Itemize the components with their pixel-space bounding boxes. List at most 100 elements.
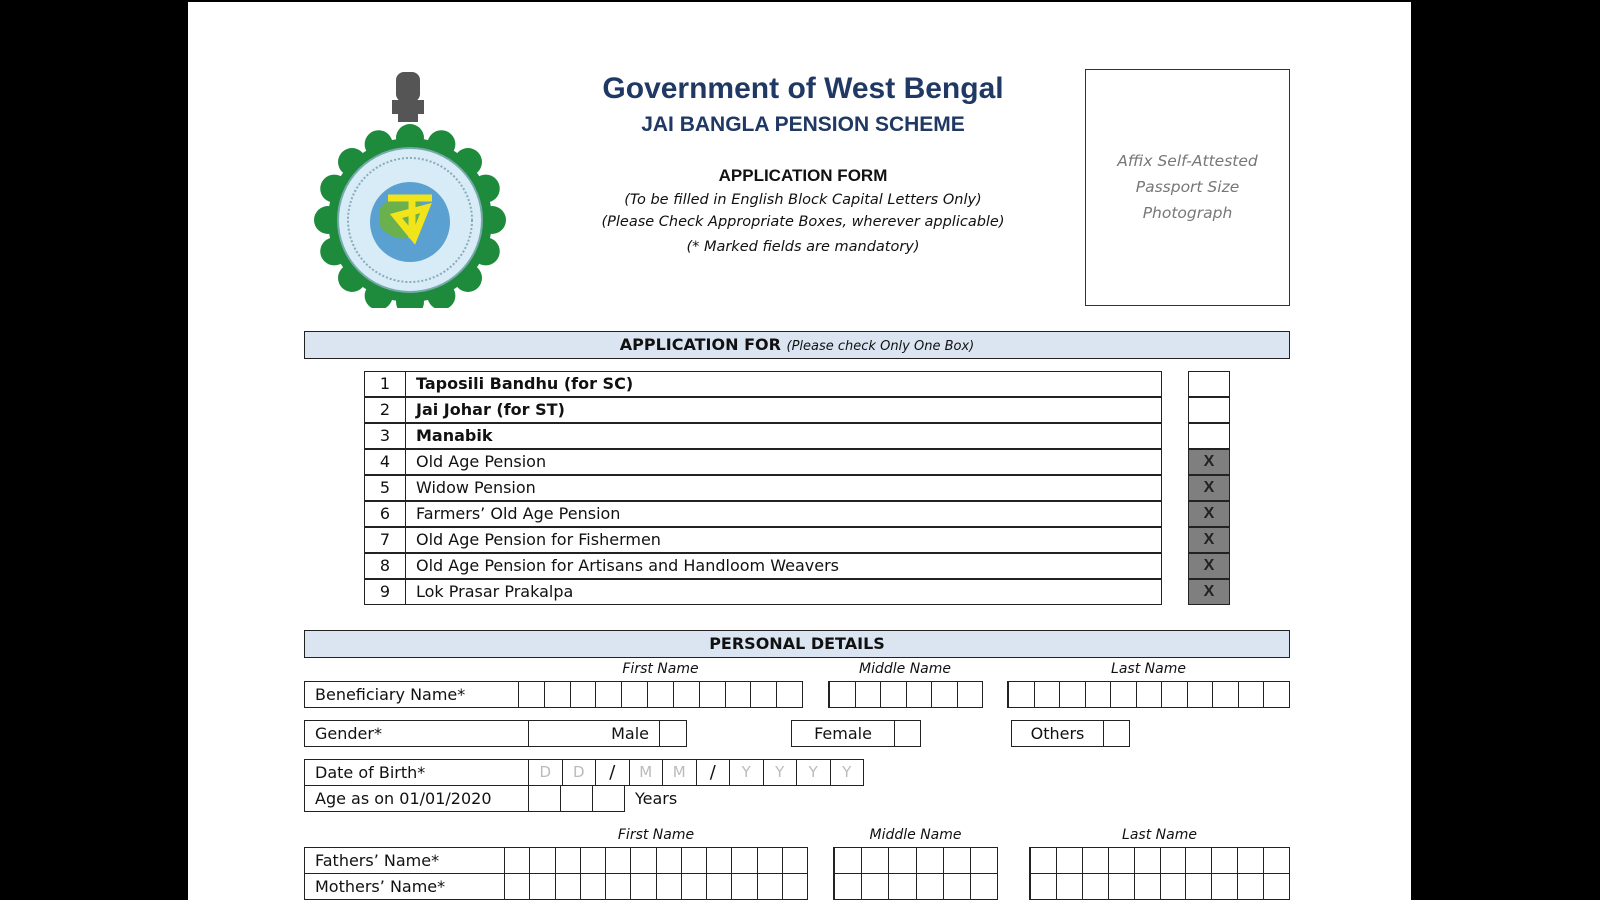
char-cell[interactable] [905, 682, 932, 707]
char-cell[interactable] [956, 682, 983, 707]
char-cell[interactable] [1055, 874, 1082, 899]
char-cell[interactable] [528, 786, 560, 811]
gender-others-checkbox[interactable] [1103, 720, 1130, 747]
char-cell[interactable] [592, 786, 624, 811]
char-cell[interactable] [543, 682, 570, 707]
char-cell[interactable] [621, 682, 647, 707]
char-cell[interactable] [698, 682, 725, 707]
char-cell[interactable] [672, 682, 699, 707]
char-cell[interactable] [1008, 682, 1034, 707]
char-cell[interactable] [1263, 848, 1289, 873]
application-option-checkbox[interactable] [1188, 371, 1230, 397]
mother-last-name-input[interactable] [1029, 873, 1290, 900]
char-cell[interactable] [1033, 682, 1060, 707]
char-cell[interactable] [630, 848, 655, 873]
char-cell[interactable] [888, 848, 915, 873]
father-first-name-input[interactable] [504, 847, 808, 874]
char-cell[interactable] [1135, 682, 1162, 707]
gender-female-checkbox[interactable] [894, 720, 921, 747]
father-last-name-input[interactable] [1029, 847, 1290, 874]
dob-cell[interactable]: Y [729, 760, 763, 785]
char-cell[interactable] [1185, 848, 1211, 873]
char-cell[interactable] [1030, 874, 1056, 899]
dob-cell[interactable]: / [595, 760, 629, 785]
char-cell[interactable] [1237, 848, 1263, 873]
char-cell[interactable] [1133, 874, 1160, 899]
char-cell[interactable] [1211, 848, 1237, 873]
father-middle-name-input[interactable] [833, 847, 998, 874]
char-cell[interactable] [1081, 848, 1108, 873]
char-cell[interactable] [834, 874, 861, 899]
char-cell[interactable] [529, 848, 554, 873]
application-option-checkbox[interactable] [1188, 397, 1230, 423]
dob-cell[interactable]: M [628, 760, 663, 785]
char-cell[interactable] [854, 682, 881, 707]
char-cell[interactable] [569, 682, 596, 707]
char-cell[interactable] [1107, 848, 1134, 873]
char-cell[interactable] [605, 848, 630, 873]
char-cell[interactable] [1185, 874, 1211, 899]
char-cell[interactable] [504, 848, 529, 873]
char-cell[interactable] [1263, 874, 1289, 899]
beneficiary-middle-name-input[interactable] [828, 681, 983, 708]
dob-cell[interactable]: Y [829, 760, 864, 785]
mother-middle-name-input[interactable] [833, 873, 998, 900]
char-cell[interactable] [1110, 682, 1136, 707]
char-cell[interactable] [880, 682, 906, 707]
char-cell[interactable] [969, 848, 997, 873]
char-cell[interactable] [1030, 848, 1056, 873]
dob-cell[interactable]: Y [796, 760, 830, 785]
char-cell[interactable] [942, 874, 970, 899]
char-cell[interactable] [1159, 848, 1186, 873]
char-cell[interactable] [554, 848, 580, 873]
char-cell[interactable] [560, 786, 592, 811]
char-cell[interactable] [595, 682, 621, 707]
char-cell[interactable] [680, 874, 706, 899]
char-cell[interactable] [529, 874, 554, 899]
char-cell[interactable] [931, 682, 957, 707]
char-cell[interactable] [829, 682, 855, 707]
char-cell[interactable] [1237, 682, 1264, 707]
char-cell[interactable] [1237, 874, 1263, 899]
char-cell[interactable] [731, 848, 756, 873]
age-input[interactable] [528, 785, 625, 812]
char-cell[interactable] [655, 848, 681, 873]
char-cell[interactable] [724, 682, 751, 707]
char-cell[interactable] [834, 848, 861, 873]
gender-male-checkbox[interactable] [659, 720, 687, 747]
char-cell[interactable] [680, 848, 706, 873]
char-cell[interactable] [605, 874, 630, 899]
char-cell[interactable] [1161, 682, 1187, 707]
char-cell[interactable] [756, 848, 782, 873]
char-cell[interactable] [655, 874, 681, 899]
char-cell[interactable] [706, 848, 731, 873]
char-cell[interactable] [1263, 682, 1289, 707]
dob-cell[interactable]: D [528, 760, 562, 785]
photo-box[interactable]: Affix Self-Attested Passport Size Photog… [1085, 69, 1290, 306]
char-cell[interactable] [1186, 682, 1213, 707]
char-cell[interactable] [861, 874, 888, 899]
char-cell[interactable] [750, 682, 776, 707]
char-cell[interactable] [942, 848, 970, 873]
char-cell[interactable] [1084, 682, 1111, 707]
char-cell[interactable] [731, 874, 756, 899]
mother-first-name-input[interactable] [504, 873, 808, 900]
char-cell[interactable] [1081, 874, 1108, 899]
char-cell[interactable] [1159, 874, 1186, 899]
char-cell[interactable] [647, 682, 673, 707]
char-cell[interactable] [579, 874, 605, 899]
dob-cell[interactable]: D [561, 760, 596, 785]
char-cell[interactable] [1211, 874, 1237, 899]
char-cell[interactable] [518, 682, 544, 707]
dob-cell[interactable]: Y [762, 760, 797, 785]
char-cell[interactable] [630, 874, 655, 899]
char-cell[interactable] [915, 848, 943, 873]
char-cell[interactable] [1059, 682, 1085, 707]
char-cell[interactable] [861, 848, 888, 873]
char-cell[interactable] [781, 848, 807, 873]
char-cell[interactable] [756, 874, 782, 899]
char-cell[interactable] [1055, 848, 1082, 873]
char-cell[interactable] [504, 874, 529, 899]
char-cell[interactable] [776, 682, 802, 707]
char-cell[interactable] [1212, 682, 1238, 707]
